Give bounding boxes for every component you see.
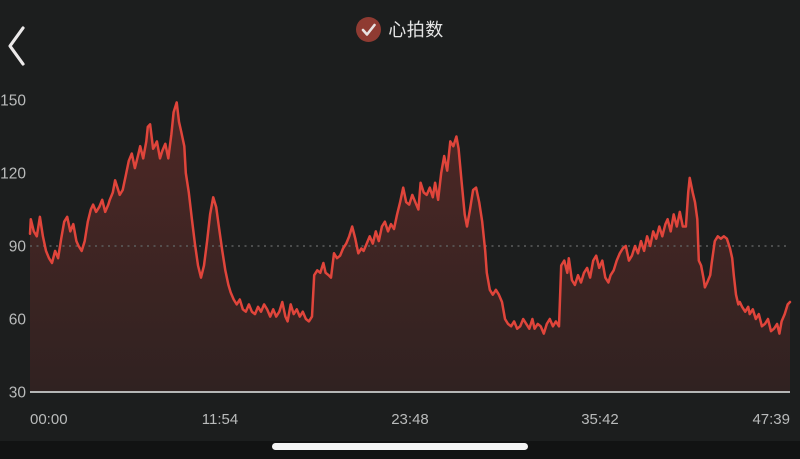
y-axis-tick-label: 120 [0,166,26,183]
checkmark-icon [361,23,377,36]
checkmark-badge-icon [356,16,382,42]
x-axis-tick-label: 00:00 [30,411,68,428]
x-axis-tick-label: 23:48 [391,411,429,428]
x-axis-tick-label: 47:39 [752,411,790,428]
legend-label: 心拍数 [388,20,444,40]
heart-rate-legend-toggle[interactable]: 心拍数 [356,16,444,42]
y-axis-tick-label: 30 [9,385,27,402]
y-axis-tick-label: 60 [9,312,27,329]
chart-header: 心拍数 [0,13,800,45]
y-axis-tick-label: 150 [0,93,26,110]
back-button[interactable] [3,24,33,70]
heart-rate-area [30,102,790,393]
heart-rate-line [28,101,792,335]
y-axis-tick-label: 90 [9,239,27,256]
x-axis-tick-label: 35:42 [581,411,619,428]
home-indicator[interactable] [272,443,528,450]
x-axis-tick-label: 11:54 [202,411,238,428]
chevron-left-icon [8,26,25,66]
bottom-bar [0,441,800,459]
